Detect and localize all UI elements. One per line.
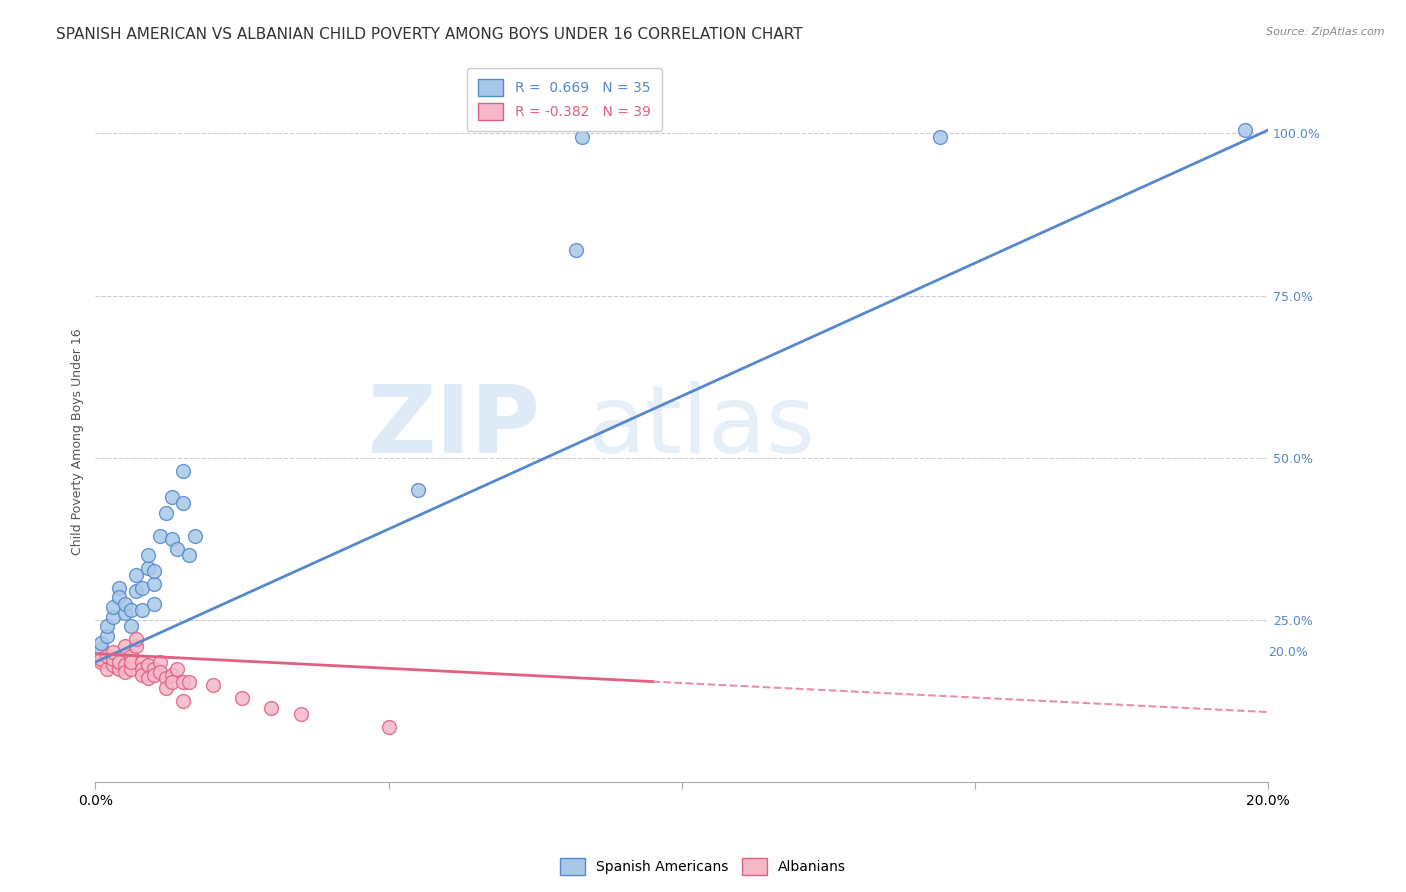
- Point: [120, 603, 142, 617]
- Point: [406, 483, 429, 498]
- Point: [107, 591, 129, 605]
- Point: [143, 668, 166, 682]
- Point: [101, 645, 124, 659]
- Point: [101, 652, 124, 666]
- Point: [131, 662, 153, 676]
- Point: [90, 652, 112, 666]
- Point: [114, 639, 136, 653]
- Point: [928, 129, 950, 144]
- Point: [201, 678, 224, 692]
- Point: [155, 506, 177, 520]
- Point: [125, 583, 148, 598]
- Point: [120, 655, 142, 669]
- Point: [90, 642, 112, 657]
- Point: [179, 548, 201, 562]
- Point: [131, 581, 153, 595]
- Point: [125, 639, 148, 653]
- Point: [114, 597, 136, 611]
- Point: [166, 662, 188, 676]
- Point: [136, 658, 159, 673]
- Point: [143, 577, 166, 591]
- Point: [571, 129, 593, 144]
- Point: [107, 581, 129, 595]
- Point: [125, 567, 148, 582]
- Point: [114, 607, 136, 621]
- Point: [107, 655, 129, 669]
- Point: [160, 532, 183, 546]
- Text: 20.0%: 20.0%: [1268, 646, 1308, 659]
- Point: [160, 490, 183, 504]
- Point: [172, 674, 194, 689]
- Point: [260, 700, 283, 714]
- Point: [149, 665, 172, 679]
- Text: SPANISH AMERICAN VS ALBANIAN CHILD POVERTY AMONG BOYS UNDER 16 CORRELATION CHART: SPANISH AMERICAN VS ALBANIAN CHILD POVER…: [56, 27, 803, 42]
- Point: [90, 655, 112, 669]
- Point: [101, 599, 124, 614]
- Point: [96, 629, 118, 643]
- Point: [172, 694, 194, 708]
- Point: [184, 528, 207, 542]
- Text: Source: ZipAtlas.com: Source: ZipAtlas.com: [1267, 27, 1385, 37]
- Point: [143, 662, 166, 676]
- Point: [114, 665, 136, 679]
- Point: [166, 541, 188, 556]
- Point: [90, 635, 112, 649]
- Point: [155, 671, 177, 685]
- Point: [136, 671, 159, 685]
- Point: [131, 603, 153, 617]
- Point: [107, 662, 129, 676]
- Point: [143, 597, 166, 611]
- Point: [377, 720, 399, 734]
- Point: [172, 496, 194, 510]
- Point: [1233, 123, 1256, 137]
- Point: [149, 528, 172, 542]
- Point: [114, 658, 136, 673]
- Point: [120, 648, 142, 663]
- Point: [290, 706, 312, 721]
- Y-axis label: Child Poverty Among Boys Under 16: Child Poverty Among Boys Under 16: [72, 328, 84, 555]
- Point: [120, 619, 142, 633]
- Point: [96, 648, 118, 663]
- Legend: R =  0.669   N = 35, R = -0.382   N = 39: R = 0.669 N = 35, R = -0.382 N = 39: [467, 68, 661, 131]
- Point: [172, 464, 194, 478]
- Text: atlas: atlas: [588, 381, 815, 473]
- Point: [96, 662, 118, 676]
- Point: [136, 548, 159, 562]
- Point: [565, 243, 588, 257]
- Point: [231, 690, 253, 705]
- Point: [120, 662, 142, 676]
- Point: [155, 681, 177, 695]
- Point: [125, 632, 148, 647]
- Point: [160, 674, 183, 689]
- Point: [136, 561, 159, 575]
- Point: [179, 674, 201, 689]
- Point: [101, 658, 124, 673]
- Point: [149, 655, 172, 669]
- Text: ZIP: ZIP: [368, 381, 541, 473]
- Point: [131, 668, 153, 682]
- Point: [131, 655, 153, 669]
- Point: [143, 564, 166, 578]
- Legend: Spanish Americans, Albanians: Spanish Americans, Albanians: [554, 853, 852, 880]
- Point: [101, 609, 124, 624]
- Point: [96, 619, 118, 633]
- Point: [160, 668, 183, 682]
